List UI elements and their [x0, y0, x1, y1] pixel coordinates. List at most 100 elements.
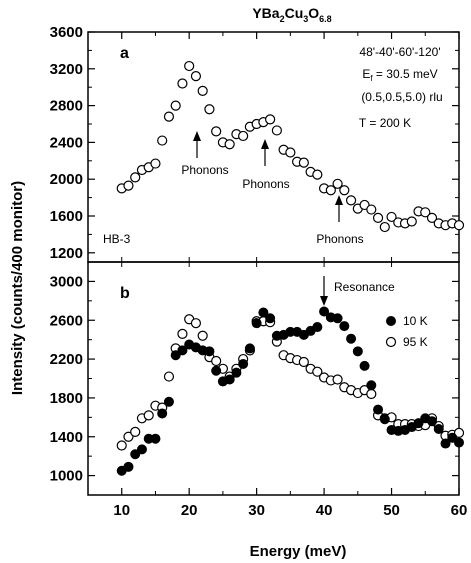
xtick-label-20: 20 [181, 502, 198, 519]
panel-b-10k-marker [136, 444, 147, 455]
panel-b-10k-marker [211, 365, 222, 376]
panel-a-200k-point [285, 147, 296, 158]
title-text-3: O [308, 5, 319, 21]
panel-a-200k-marker [170, 100, 181, 111]
x-axis-title: Energy (meV) [250, 543, 347, 560]
panel-a-200k-point [271, 125, 282, 136]
panel-b-10k-marker [359, 360, 370, 371]
panel-b-10k-point [258, 307, 269, 318]
panel-b-95k-point [190, 318, 202, 329]
panel-b-10k-point [433, 423, 444, 434]
panel-a-200k-marker [325, 185, 336, 196]
legend-marker-95k [385, 336, 397, 348]
panel-a-200k-point [211, 126, 222, 137]
panel-a-200k-point [170, 100, 181, 111]
panel-a-200k-point [123, 180, 134, 191]
panel-b-10k-marker [373, 404, 384, 415]
panel-b-ytick-label-1800: 1800 [50, 390, 83, 407]
panel-b-95k-point [332, 374, 343, 385]
panel-a-200k-marker [366, 204, 377, 215]
info-ef-sub: f [370, 74, 373, 83]
panel-a-200k-point [339, 185, 350, 196]
panel-b-10k-point [211, 365, 222, 376]
panel-b-95k-marker [190, 318, 202, 329]
panel-b-10k-marker [454, 437, 464, 448]
panel-a-200k-marker [345, 195, 357, 206]
phonon-label-2: Phonons [242, 177, 289, 191]
panel-b-10k-point [339, 321, 350, 332]
panel-b-10k-point [285, 326, 296, 337]
panel-b-10k-point [136, 444, 147, 455]
panel-a-200k-point [426, 212, 438, 223]
panel-b-10k-marker [163, 396, 174, 407]
panel-a-200k-marker [312, 169, 323, 180]
title-sub-2: 3 [303, 14, 308, 24]
panel-a-200k-point [177, 78, 188, 89]
panel-a-200k-point [379, 221, 390, 233]
phonon-label-3: Phonons [316, 232, 363, 246]
panel-b-95k-marker [312, 366, 323, 377]
panel-b-95k-point [130, 426, 141, 437]
info-line-1: 48'-40'-60'-120' [359, 45, 440, 59]
panel-a-200k-point [204, 104, 215, 115]
title-text-1: YBa [252, 5, 279, 21]
xtick-label-30: 30 [248, 502, 265, 519]
panel-a-200k-marker [150, 158, 161, 169]
panel-b-10k-marker [130, 449, 141, 460]
info-line-3: (0.5,0.5,5.0) rlu [361, 90, 442, 104]
panel-b-10k-point [231, 367, 242, 378]
panel-b-95k-marker [197, 330, 208, 341]
panel-a-200k-point [190, 71, 202, 82]
panel-b-10k-point [454, 437, 464, 448]
panel-b-95k-marker [143, 410, 154, 421]
panel-b-95k-point [453, 427, 465, 438]
panel-b-10k-marker [413, 418, 424, 429]
panel-a-ticks: 1200 1600 2000 2400 2800 3200 3600 [50, 24, 459, 262]
panel-b-95k-marker [211, 355, 222, 367]
phonon-arrow-2 [261, 139, 269, 166]
panel-b-10k-point [150, 433, 161, 444]
panel-a-200k-point [184, 60, 195, 72]
panel-a-200k-marker [211, 126, 222, 137]
panel-b-10k-point [265, 313, 276, 324]
panel-a-ytick-label-1600: 1600 [50, 208, 83, 225]
panel-b-95k-point [298, 356, 309, 368]
instrument-label: HB-3 [103, 232, 131, 246]
panel-a-200k-marker [190, 71, 202, 82]
panel-a-200k-point [224, 139, 235, 150]
panel-b-ytick-label-1000: 1000 [50, 468, 83, 485]
panel-b-10k-point [319, 306, 330, 317]
legend-label-10k: 10 K [403, 314, 428, 328]
x-axis-ticks: 10 20 30 40 50 60 [87, 32, 467, 519]
panel-b-10k-point [130, 449, 141, 460]
panel-b-95k-marker [177, 328, 188, 339]
panel-b-10k-point [366, 380, 377, 391]
panel-b-ytick-label-3000: 3000 [50, 273, 83, 290]
info-ef-prefix: E [362, 67, 370, 81]
panel-b-10k-point [352, 346, 363, 357]
info-line-2: Ef = 30.5 meV [362, 67, 437, 83]
xtick-label-50: 50 [383, 502, 400, 519]
panel-a-200k-marker [238, 130, 249, 142]
panel-b-10k-marker [177, 345, 188, 356]
panel-b-10k-marker [312, 322, 323, 333]
panel-b-10k-marker [251, 318, 262, 329]
panel-b-ticks: 1000 1400 1800 2200 2600 3000 [50, 273, 459, 485]
panel-a-200k-marker [184, 60, 195, 72]
panel-a-200k-marker [130, 172, 141, 183]
panel-b-95k-point [211, 355, 222, 367]
panel-b-ytick-label-2600: 2600 [50, 312, 83, 329]
panel-b-95k-point [366, 388, 377, 400]
panel-b-10k-point [170, 350, 181, 361]
panel-b-10k-point [123, 461, 134, 472]
panel-b-10k-marker [440, 438, 451, 449]
panel-a-200k-marker [426, 212, 438, 223]
panel-b-95k-point [116, 440, 127, 451]
legend-label-95k: 95 K [403, 335, 428, 349]
panel-b-95k-marker [130, 426, 141, 437]
panel-b-10k-point [163, 396, 174, 407]
panel-b-10k-marker [150, 433, 161, 444]
panel-a-200k-marker [298, 157, 309, 168]
panel-b-10k-marker [157, 408, 168, 419]
panel-b-10k-point [379, 414, 390, 425]
